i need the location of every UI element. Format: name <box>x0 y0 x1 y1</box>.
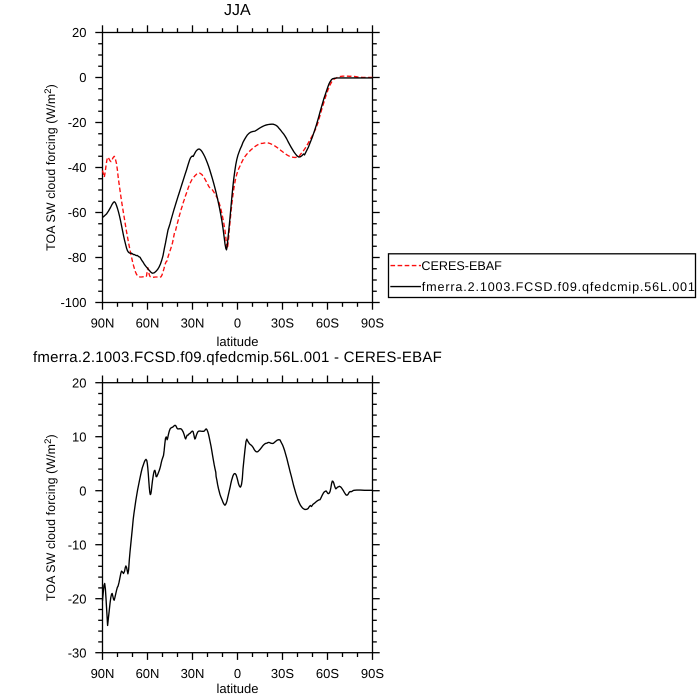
svg-text:90N: 90N <box>91 316 115 331</box>
svg-text:latitude: latitude <box>217 334 259 349</box>
svg-text:TOA SW cloud forcing (W/m2): TOA SW cloud forcing (W/m2) <box>43 434 58 601</box>
svg-text:30S: 30S <box>271 666 294 681</box>
svg-text:20: 20 <box>72 25 86 40</box>
svg-text:0: 0 <box>79 483 86 498</box>
svg-text:CERES-EBAF: CERES-EBAF <box>421 259 502 273</box>
svg-text:20: 20 <box>72 375 86 390</box>
svg-text:latitude: latitude <box>217 681 259 696</box>
svg-text:0: 0 <box>234 666 241 681</box>
svg-text:90S: 90S <box>361 666 384 681</box>
svg-text:fmerra.2.1003.FCSD.f09.qfedcmi: fmerra.2.1003.FCSD.f09.qfedcmip.56L.001 <box>422 280 696 294</box>
svg-text:-100: -100 <box>60 295 86 310</box>
svg-text:-80: -80 <box>68 250 87 265</box>
svg-text:-30: -30 <box>68 645 87 660</box>
svg-text:0: 0 <box>79 70 86 85</box>
svg-text:60S: 60S <box>316 316 339 331</box>
svg-text:JJA: JJA <box>224 2 251 19</box>
svg-text:30N: 30N <box>181 316 205 331</box>
svg-text:60N: 60N <box>136 666 160 681</box>
svg-text:60N: 60N <box>136 316 160 331</box>
svg-text:0: 0 <box>234 316 241 331</box>
svg-text:-20: -20 <box>68 115 87 130</box>
svg-text:-10: -10 <box>68 537 87 552</box>
svg-text:30N: 30N <box>181 666 205 681</box>
svg-text:-20: -20 <box>68 591 87 606</box>
svg-text:fmerra.2.1003.FCSD.f09.qfedcmi: fmerra.2.1003.FCSD.f09.qfedcmip.56L.001 … <box>33 349 442 366</box>
svg-text:60S: 60S <box>316 666 339 681</box>
svg-text:90S: 90S <box>361 316 384 331</box>
svg-text:30S: 30S <box>271 316 294 331</box>
svg-text:-40: -40 <box>68 160 87 175</box>
svg-text:90N: 90N <box>91 666 115 681</box>
svg-text:-60: -60 <box>68 205 87 220</box>
svg-text:TOA SW cloud forcing (W/m2): TOA SW cloud forcing (W/m2) <box>43 84 58 251</box>
svg-text:10: 10 <box>72 429 86 444</box>
